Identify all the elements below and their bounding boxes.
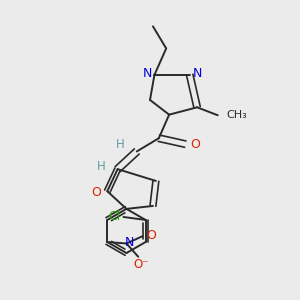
Text: CH₃: CH₃ — [226, 110, 247, 120]
Text: O: O — [91, 186, 101, 199]
Text: N: N — [192, 67, 202, 80]
Text: O⁻: O⁻ — [134, 258, 149, 271]
Text: H: H — [116, 138, 125, 151]
Text: O: O — [146, 229, 156, 242]
Text: Cl: Cl — [108, 210, 121, 223]
Text: O: O — [191, 138, 201, 151]
Text: N: N — [125, 236, 134, 248]
Text: N: N — [142, 67, 152, 80]
Text: H: H — [97, 160, 106, 173]
